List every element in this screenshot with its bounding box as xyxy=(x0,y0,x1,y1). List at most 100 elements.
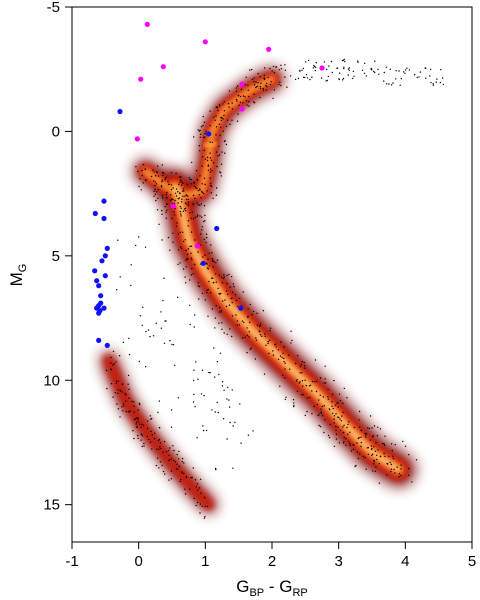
field-star-dot xyxy=(190,257,193,259)
field-star-dot xyxy=(363,72,366,75)
field-star-dot xyxy=(122,341,125,344)
field-star-dot xyxy=(385,66,387,69)
blue-series-point xyxy=(99,258,105,264)
field-star-dot xyxy=(185,249,187,252)
field-star-dot xyxy=(249,348,251,350)
field-star-dot xyxy=(190,252,192,254)
field-star-dot xyxy=(185,475,188,478)
field-star-dot xyxy=(301,394,303,396)
field-star-dot xyxy=(326,68,328,71)
field-star-dot xyxy=(110,356,112,359)
field-star-dot xyxy=(164,179,166,181)
field-star-dot xyxy=(161,186,163,188)
field-star-dot xyxy=(259,87,262,90)
field-star-dot xyxy=(141,445,143,448)
field-star-dot xyxy=(150,418,152,420)
field-star-dot xyxy=(338,78,340,80)
field-star-dot xyxy=(128,353,131,356)
field-star-dot xyxy=(170,188,173,191)
field-star-dot xyxy=(192,273,194,275)
field-star-dot xyxy=(342,426,344,428)
field-star-dot xyxy=(237,113,239,115)
field-star-dot xyxy=(197,251,199,253)
field-star-dot xyxy=(159,446,161,448)
field-star-dot xyxy=(184,493,187,495)
field-star-dot xyxy=(160,327,163,329)
field-star-dot xyxy=(198,298,200,300)
field-star-dot xyxy=(343,436,345,439)
field-star-dot xyxy=(216,165,218,168)
field-star-dot xyxy=(306,410,308,413)
field-star-dot xyxy=(256,312,258,314)
field-star-dot xyxy=(195,170,198,172)
field-star-dot xyxy=(402,440,404,443)
field-star-dot xyxy=(342,431,344,434)
field-star-dot xyxy=(358,410,361,413)
field-star-dot xyxy=(355,464,357,467)
field-star-dot xyxy=(263,373,266,375)
field-star-dot xyxy=(229,286,232,288)
field-star-dot xyxy=(394,444,396,446)
field-star-dot xyxy=(179,176,181,178)
field-star-dot xyxy=(181,457,184,460)
field-star-dot xyxy=(326,79,328,82)
field-star-dot xyxy=(213,347,215,349)
field-star-dot xyxy=(190,245,193,247)
field-star-dot xyxy=(188,177,190,179)
field-star-dot xyxy=(172,344,175,346)
field-star-dot xyxy=(177,397,179,399)
field-star-dot xyxy=(211,159,213,161)
field-star-dot xyxy=(392,455,394,457)
field-star-dot xyxy=(257,85,259,88)
blue-series-point xyxy=(206,131,212,137)
blue-series-point xyxy=(101,198,107,204)
field-star-dot xyxy=(374,60,376,62)
field-star-dot xyxy=(223,389,225,391)
field-star-dot xyxy=(383,71,385,74)
field-star-dot xyxy=(183,208,186,210)
field-star-dot xyxy=(166,203,168,205)
blue-series-point xyxy=(92,268,98,274)
field-star-dot xyxy=(157,197,159,200)
field-star-dot xyxy=(139,315,142,317)
field-star-dot xyxy=(269,67,271,70)
field-star-dot xyxy=(252,310,255,313)
field-star-dot xyxy=(234,421,236,423)
field-star-dot xyxy=(225,143,228,146)
field-star-dot xyxy=(352,448,355,451)
field-star-dot xyxy=(225,290,228,292)
field-star-dot xyxy=(199,129,201,132)
blue-series-point xyxy=(200,260,206,266)
field-star-dot xyxy=(282,352,284,354)
field-star-dot xyxy=(157,439,160,442)
field-star-dot xyxy=(155,199,157,202)
y-tick-label: -5 xyxy=(47,0,60,16)
field-star-dot xyxy=(290,330,292,332)
field-star-dot xyxy=(205,130,207,132)
field-star-dot xyxy=(215,194,218,196)
field-star-dot xyxy=(122,403,125,405)
field-star-dot xyxy=(390,84,393,86)
field-star-dot xyxy=(133,411,135,413)
field-star-dot xyxy=(304,367,306,369)
field-star-dot xyxy=(329,423,331,426)
field-star-dot xyxy=(221,385,224,387)
field-star-dot xyxy=(373,463,375,465)
field-star-dot xyxy=(416,76,418,79)
field-star-dot xyxy=(189,245,191,248)
field-star-dot xyxy=(181,181,183,183)
field-star-dot xyxy=(302,67,304,70)
field-star-dot xyxy=(400,474,402,477)
field-star-dot xyxy=(299,381,301,383)
x-tick-label: -1 xyxy=(65,553,78,570)
magenta-series-point xyxy=(239,106,245,112)
field-star-dot xyxy=(259,334,262,336)
field-star-dot xyxy=(185,198,188,201)
field-star-dot xyxy=(204,220,206,222)
field-star-dot xyxy=(166,197,168,199)
field-star-dot xyxy=(153,171,155,173)
field-star-dot xyxy=(202,220,205,223)
field-star-dot xyxy=(383,452,385,455)
field-star-dot xyxy=(186,258,188,260)
